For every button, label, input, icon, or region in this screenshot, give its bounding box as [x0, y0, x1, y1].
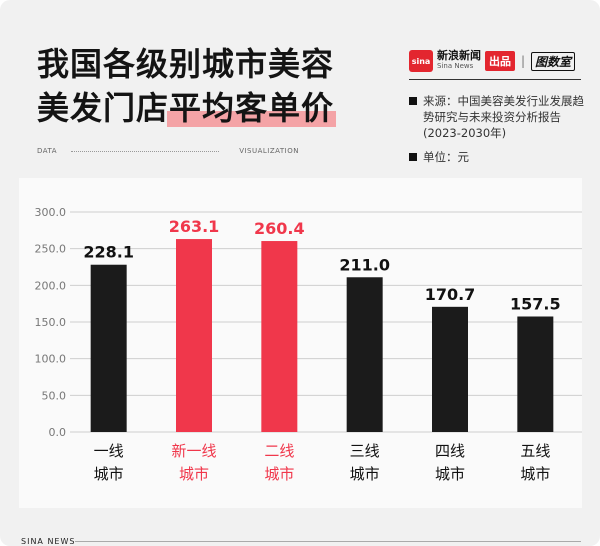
y-tick-label: 100.0: [35, 353, 67, 366]
x-tick-label: 城市: [435, 465, 465, 483]
data-label: 211.0: [339, 255, 390, 274]
source-text: 来源：中国美容美发行业发展趋势研究与未来投资分析报告(2023-2030年): [423, 94, 584, 140]
x-tick-label: 城市: [520, 465, 550, 483]
produced-badge: 出品: [485, 51, 515, 71]
y-tick-label: 200.0: [35, 279, 67, 292]
brand-separator: |: [521, 54, 526, 68]
data-label: 263.1: [169, 217, 220, 236]
bar: [346, 277, 383, 432]
strip-dotted-rule: [71, 151, 219, 152]
y-tick-label: 0.0: [49, 426, 67, 439]
strip-right-label: VISUALIZATION: [239, 147, 299, 155]
y-tick-label: 300.0: [35, 206, 67, 219]
y-tick-label: 250.0: [35, 243, 67, 256]
x-tick-label: 四线: [435, 442, 465, 460]
strip-left-label: DATA: [37, 147, 58, 155]
page-title: 我国各级别城市美容 美发门店平均客单价: [37, 42, 337, 130]
brand-name-cn: 新浪新闻: [437, 49, 481, 62]
source-row: 来源：中国美容美发行业发展趋势研究与未来投资分析报告(2023-2030年): [409, 93, 589, 141]
x-tick-label: 新一线: [171, 442, 216, 460]
square-bullet-icon: [409, 153, 417, 161]
title-highlight-text: 平均客单价: [169, 89, 335, 127]
bar: [261, 241, 298, 432]
bar: [432, 306, 468, 432]
x-tick-label: 城市: [179, 465, 209, 483]
title-line-1: 我国各级别城市美容: [37, 45, 335, 83]
square-bullet-icon: [409, 97, 417, 105]
unit-text: 单位：元: [423, 150, 469, 164]
data-label: 170.7: [425, 285, 476, 304]
x-tick-label: 二线: [264, 442, 294, 460]
partner-logo: 图数室: [531, 51, 576, 71]
y-tick-label: 50.0: [42, 389, 67, 402]
y-tick-label: 150.0: [35, 316, 67, 329]
bar: [90, 264, 127, 432]
bar: [176, 239, 212, 432]
title-line-2: 美发门店平均客单价: [37, 86, 337, 130]
brand-name-en: Sina News: [437, 62, 474, 70]
footer-label: SINA NEWS: [21, 537, 76, 546]
info-panel: 来源：中国美容美发行业发展趋势研究与未来投资分析报告(2023-2030年) 单…: [409, 93, 589, 165]
brand-name: 新浪新闻 Sina News: [437, 50, 481, 72]
data-label: 260.4: [254, 219, 305, 238]
bar: [517, 316, 554, 432]
x-tick-label: 三线: [350, 442, 380, 460]
footer-rule: [75, 541, 581, 542]
x-tick-label: 一线: [94, 442, 124, 460]
sina-logo-icon: sina: [409, 50, 433, 72]
title-highlight: 平均客单价: [167, 86, 337, 130]
x-tick-label: 城市: [350, 465, 380, 483]
unit-row: 单位：元: [409, 149, 589, 165]
data-visualization-strip: DATA VISUALIZATION: [37, 147, 299, 157]
title-line-2-plain: 美发门店: [37, 89, 170, 127]
x-tick-label: 五线: [520, 442, 550, 460]
x-tick-label: 城市: [94, 465, 124, 483]
brand-bar: sina 新浪新闻 Sina News 出品 | 图数室: [409, 48, 581, 74]
data-label: 228.1: [83, 243, 134, 262]
x-tick-label: 城市: [264, 465, 294, 483]
data-label: 157.5: [510, 295, 561, 314]
brand-rule: [409, 79, 581, 80]
